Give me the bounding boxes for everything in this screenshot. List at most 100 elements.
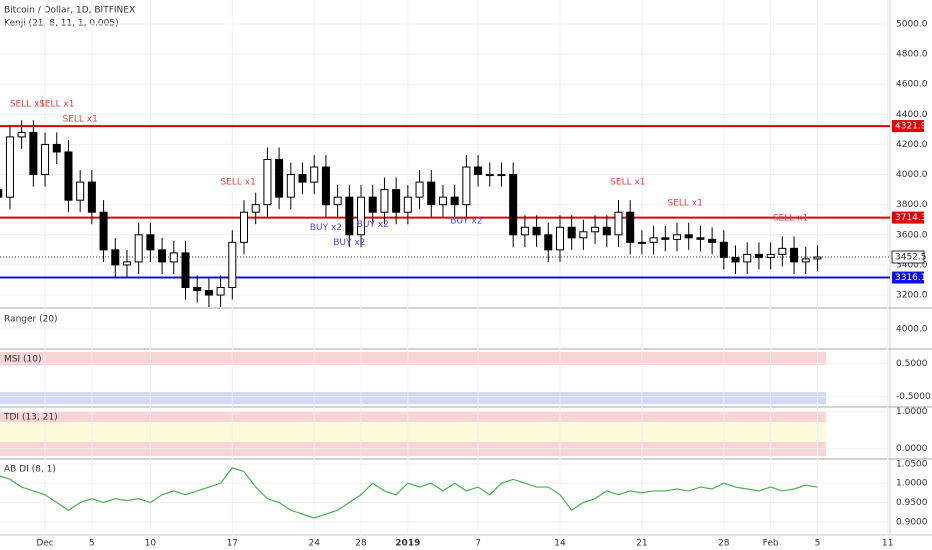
- y-tick-label: 3600.0: [896, 230, 928, 240]
- candle-body: [64, 151, 73, 201]
- candle-body: [392, 189, 401, 213]
- candle-body: [0, 189, 3, 198]
- y-tick-label: 4600.0: [896, 80, 928, 90]
- level-label: 3714.3: [895, 213, 927, 223]
- x-tick-label: 28: [718, 539, 730, 549]
- panel-tick-label: 0.9000: [896, 517, 928, 527]
- candle-body: [29, 131, 38, 176]
- candle-body: [591, 226, 600, 233]
- candle-body: [626, 211, 635, 243]
- panel-tick-label: 1.0500: [896, 459, 928, 469]
- candle-body: [661, 237, 670, 240]
- signal-label: SELL x1: [39, 99, 74, 109]
- panel-title: MSI (10): [4, 355, 41, 365]
- tdi-upper-band: [0, 412, 826, 422]
- x-tick-label: 7: [475, 539, 481, 549]
- candle-body: [146, 234, 155, 251]
- signal-label: BUY x2: [450, 217, 482, 227]
- candle-body: [158, 249, 167, 263]
- candle-body: [509, 174, 518, 236]
- msi-upper-band: [0, 352, 826, 365]
- candle-body: [415, 181, 424, 198]
- candle-body: [310, 166, 319, 183]
- candle-body: [672, 234, 682, 240]
- candle-body: [76, 181, 85, 201]
- x-tick-label: Dec: [36, 539, 53, 549]
- candle-body: [5, 136, 14, 198]
- candle-body: [532, 226, 541, 236]
- candle-body: [122, 261, 131, 266]
- signal-label: BUY x2: [333, 238, 365, 248]
- candle-body: [462, 166, 471, 206]
- x-tick-label: 14: [554, 539, 566, 549]
- candle-body: [41, 143, 50, 176]
- candle-body: [766, 253, 775, 258]
- signal-label: SELL x1: [610, 178, 645, 188]
- candle-body: [87, 181, 96, 213]
- panel-title: Ranger (20): [4, 315, 58, 325]
- candle-body: [637, 241, 646, 244]
- candle-body: [602, 226, 611, 236]
- level-label-bg: [892, 271, 924, 284]
- signal-label: SELL x1: [220, 178, 255, 188]
- candle-body: [228, 241, 237, 289]
- signal-label: BUY x2: [310, 223, 342, 233]
- candle-body: [790, 247, 799, 263]
- y-tick-label: 4400.0: [896, 110, 928, 120]
- x-tick-label: 5: [89, 539, 95, 549]
- signal-label: SELL x1: [62, 114, 97, 124]
- x-tick-label: Feb: [763, 539, 779, 549]
- panel-title: AB DI (8, 1): [4, 465, 56, 475]
- y-tick-label: 3800.0: [896, 200, 928, 210]
- candle-body: [497, 174, 506, 177]
- candle-body: [813, 256, 822, 260]
- x-tick-label: 10: [145, 539, 157, 549]
- chart-title: Bitcoin / Dollar, 1D, BITFINEX: [4, 6, 135, 16]
- candle-body: [345, 196, 354, 236]
- signal-label: SELL x1: [773, 214, 808, 224]
- x-tick-label: 21: [636, 539, 647, 549]
- signal-label: SELL x1: [10, 99, 45, 109]
- candle-body: [696, 237, 705, 240]
- signal-label: SELL x1: [668, 199, 703, 209]
- candle-body: [333, 196, 342, 206]
- level-label: 3316.1: [895, 273, 927, 283]
- candle-body: [427, 181, 436, 206]
- candle-body: [579, 231, 588, 239]
- candle-body: [321, 166, 330, 206]
- candle-body: [99, 211, 108, 251]
- signal-label: BUY x2: [357, 220, 389, 230]
- candle-body: [204, 290, 213, 296]
- candle-body: [216, 287, 225, 296]
- candle-body: [544, 234, 553, 251]
- candle-body: [743, 253, 752, 263]
- candle-body: [357, 196, 366, 236]
- candle-body: [731, 256, 740, 263]
- candle-body: [111, 249, 120, 266]
- x-tick-label: 5: [815, 539, 821, 549]
- panel-line: [0, 467, 818, 519]
- y-tick-label: 3200.0: [896, 291, 928, 301]
- panel-tick-label: 0.9500: [896, 498, 928, 508]
- candle-body: [380, 189, 389, 213]
- candle-body: [298, 174, 307, 183]
- last-price-bg: [891, 250, 925, 264]
- candle-body: [275, 158, 284, 198]
- panel-title: TDI (13, 21): [3, 413, 58, 423]
- candle-body: [181, 252, 190, 289]
- x-tick-label: 2019: [395, 539, 420, 549]
- candle-body: [719, 241, 728, 258]
- candle-body: [52, 143, 61, 153]
- candle-body: [708, 238, 717, 243]
- candle-body: [403, 196, 412, 213]
- y-tick-label: 4000.0: [896, 170, 928, 180]
- msi-lower-band: [0, 392, 826, 404]
- candle-body: [567, 226, 576, 239]
- y-tick-label: 4800.0: [896, 50, 928, 60]
- x-tick-label: 24: [308, 539, 320, 549]
- candle-body: [239, 211, 249, 243]
- candle-body: [649, 237, 658, 243]
- y-tick-label: 5000.0: [896, 19, 928, 29]
- candle-body: [438, 196, 447, 206]
